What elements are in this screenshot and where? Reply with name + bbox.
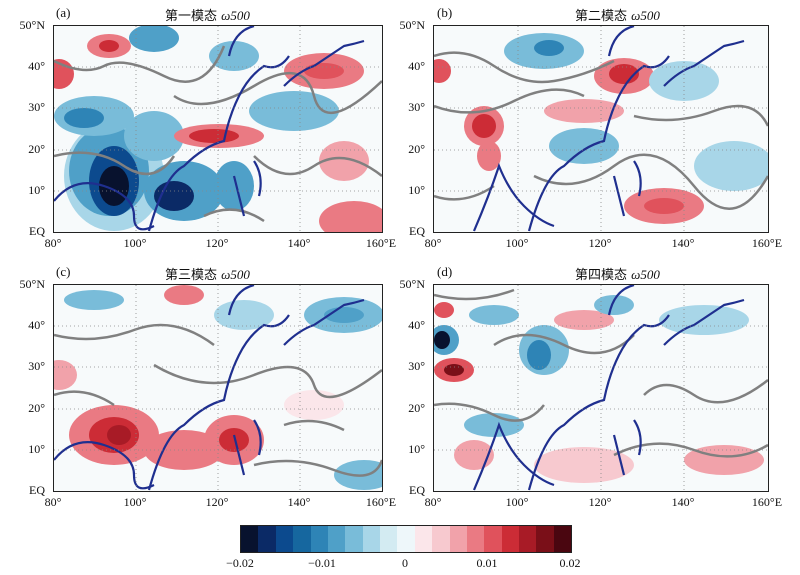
x-tick: 80° [44,236,62,250]
y-tick: 20° [28,142,45,156]
y-tick: EQ [29,483,45,497]
y-tick: 40° [28,59,45,73]
colorbar-swatch [310,526,328,552]
x-tick: 120° [205,236,229,250]
colorbar-swatch [501,526,519,552]
panel-tag: (a) [56,5,71,20]
x-tick: 120° [588,495,612,509]
y-tick: EQ [409,224,425,238]
colorbar-swatch [293,526,311,552]
colorbar [240,525,572,553]
y-tick: 40° [408,59,425,73]
panel-tag: (d) [437,264,453,279]
x-tick: 100° [123,495,147,509]
colorbar-swatch [241,526,259,552]
y-tick: 10° [408,183,425,197]
x-tick: 120° [588,236,612,250]
colorbar-swatch [519,526,537,552]
colorbar-swatch [466,526,485,552]
panel-title: 第三模态 ω500 [165,267,250,283]
x-tick: 80° [424,495,442,509]
x-tick: 80° [424,236,442,250]
colorbar-swatch [536,526,554,552]
panel-tag: (b) [437,5,453,20]
x-tick: 160°E [751,495,783,509]
x-tick: 140° [287,236,311,250]
colorbar-swatch [258,526,276,552]
panel-title: 第二模态 ω500 [575,8,660,24]
colorbar-swatch [380,526,398,552]
x-tick: 120° [205,495,229,509]
x-tick: 160°E [751,236,783,250]
y-tick: 30° [28,359,45,373]
y-tick: 10° [28,442,45,456]
colorbar-swatch [553,526,572,552]
colorbar-tick: 0 [402,556,408,570]
y-tick: 20° [28,401,45,415]
colorbar-tick: 0.02 [559,556,581,570]
x-tick: 140° [671,495,695,509]
colorbar-swatch [449,526,467,552]
y-tick: 50°N [19,18,45,32]
y-tick: 10° [28,183,45,197]
colorbar-tick: −0.01 [308,556,336,570]
x-tick: 100° [505,495,529,509]
x-tick: 140° [671,236,695,250]
colorbar-swatch [345,526,363,552]
y-tick: 40° [28,318,45,332]
colorbar-tick: −0.02 [226,556,254,570]
y-tick: EQ [409,483,425,497]
y-tick: 50°N [399,277,425,291]
colorbar-swatch [414,526,433,552]
map-panel-d [433,284,769,492]
y-tick: 50°N [399,18,425,32]
x-tick: 80° [44,495,62,509]
y-tick: EQ [29,224,45,238]
y-tick: 30° [408,100,425,114]
y-tick: 20° [408,142,425,156]
x-tick: 100° [123,236,147,250]
panel-tag: (c) [56,264,71,279]
panel-title: 第一模态 ω500 [165,8,250,24]
y-tick: 30° [408,359,425,373]
colorbar-swatch [432,526,450,552]
x-tick: 100° [505,236,529,250]
map-panel-c [53,284,383,492]
x-tick: 160°E [365,236,397,250]
colorbar-tick: 0.01 [476,556,498,570]
map-panel-a [53,25,383,233]
y-tick: 40° [408,318,425,332]
colorbar-swatch [484,526,502,552]
y-tick: 50°N [19,277,45,291]
colorbar-swatch [275,526,294,552]
colorbar-swatch [397,526,415,552]
colorbar-swatch [327,526,346,552]
x-tick: 160°E [365,495,397,509]
panel-title: 第四模态 ω500 [575,267,660,283]
colorbar-swatch [362,526,380,552]
map-panel-b [433,25,769,233]
x-tick: 140° [287,495,311,509]
y-tick: 30° [28,100,45,114]
y-tick: 20° [408,401,425,415]
y-tick: 10° [408,442,425,456]
